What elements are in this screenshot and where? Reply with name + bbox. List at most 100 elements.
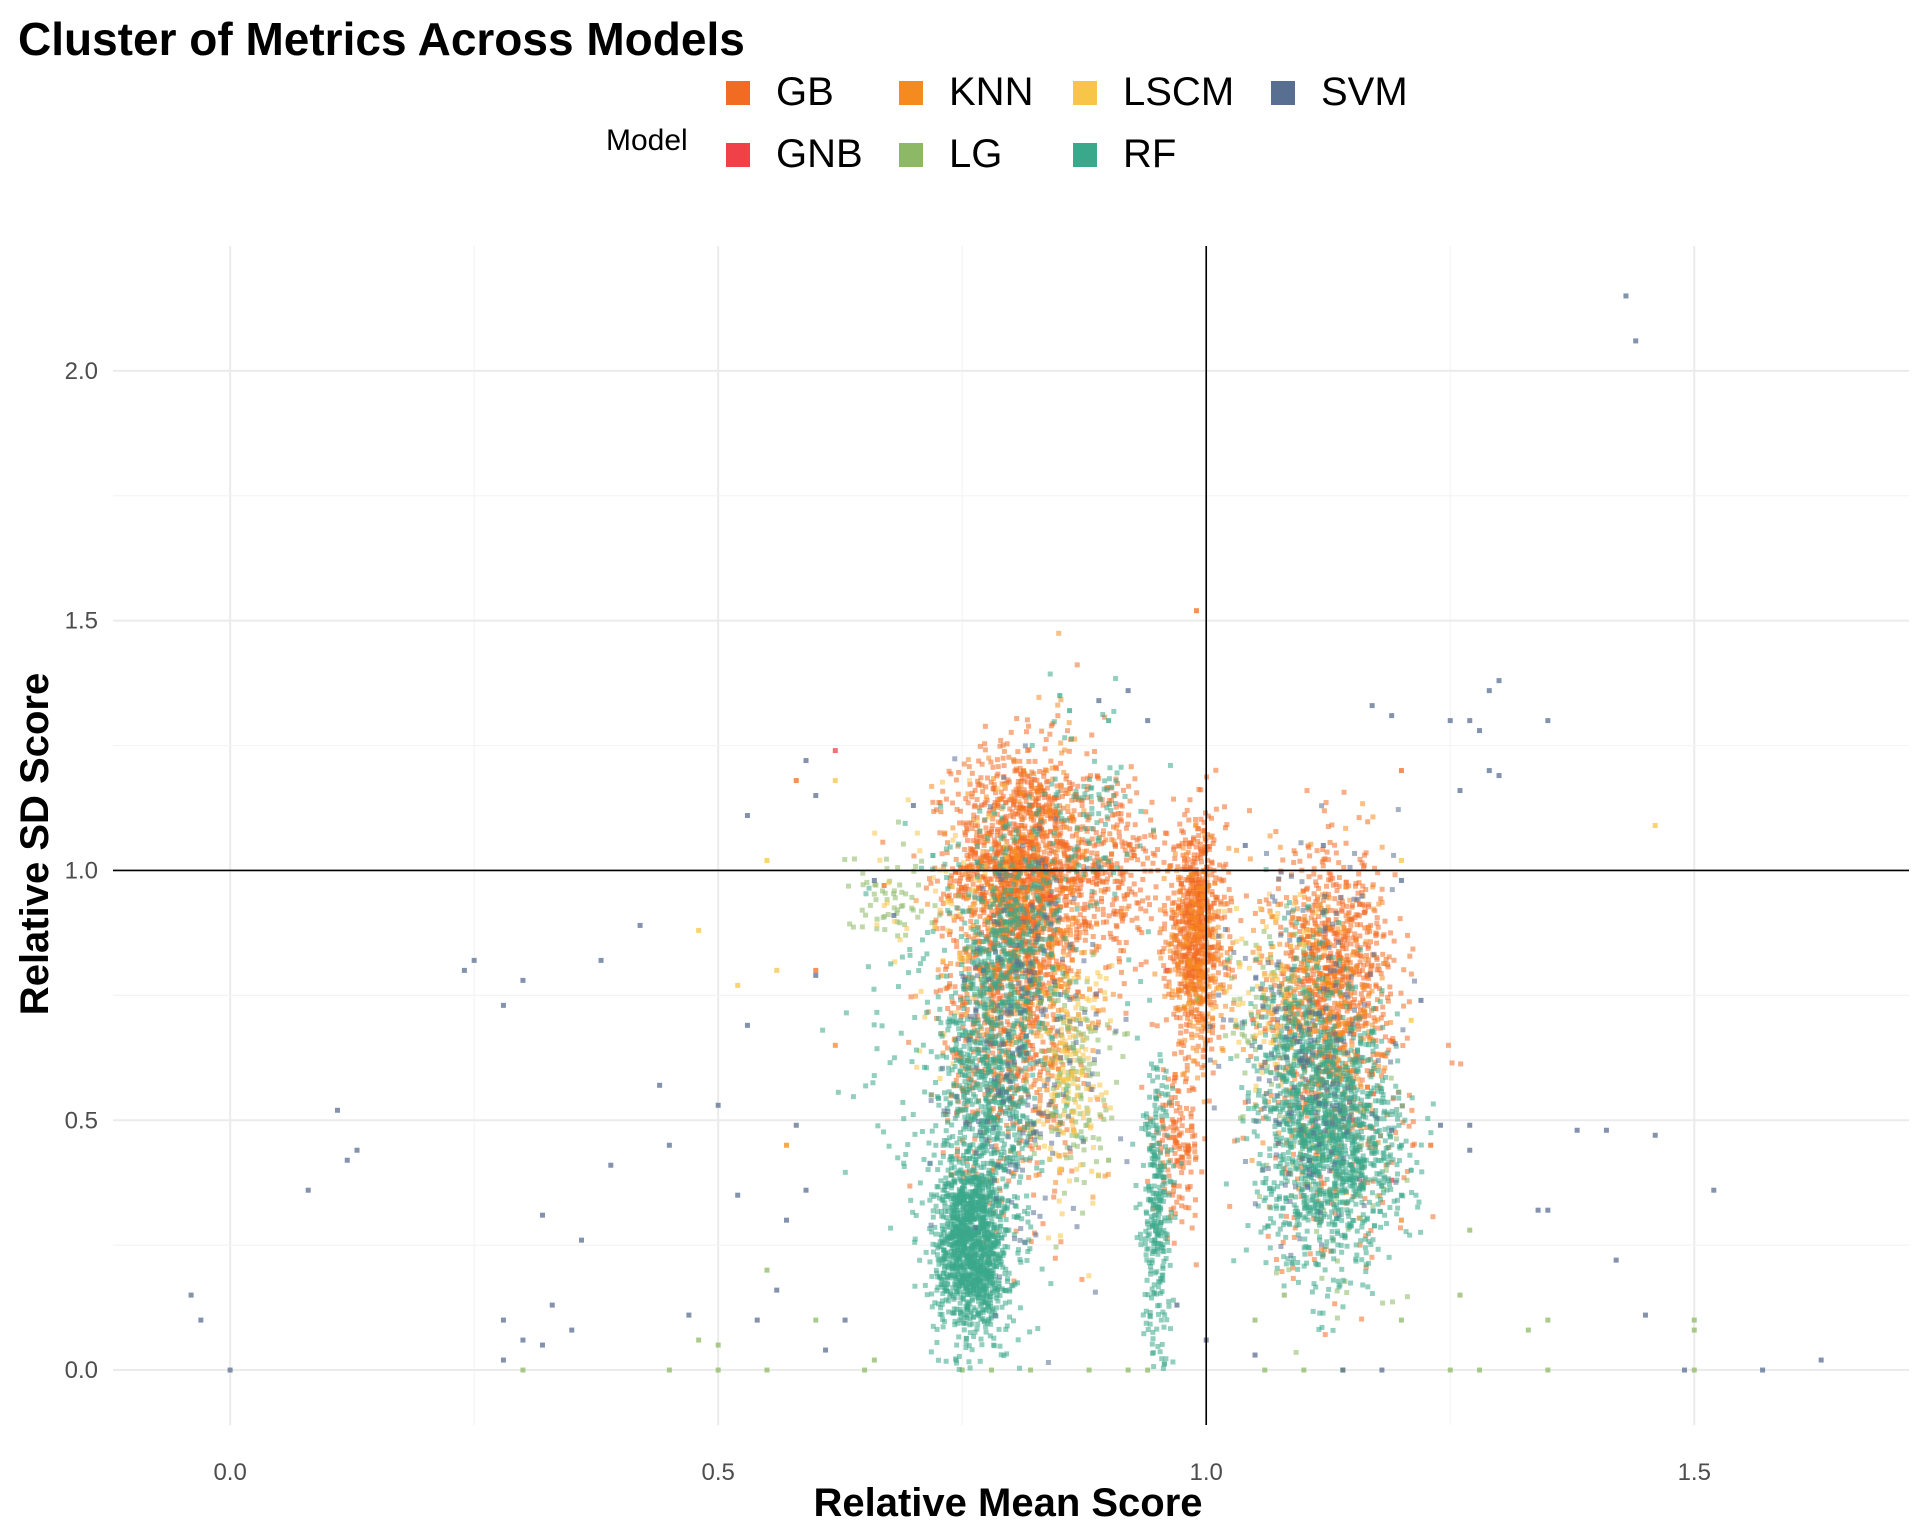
point-gb [1186,918,1192,924]
point-knn [1052,970,1058,976]
point-gb [1140,898,1146,904]
point-knn [913,898,919,904]
point-gb [1170,1128,1176,1134]
point-gb [1380,1199,1386,1205]
point-gb [1017,801,1023,807]
point-gb [1069,781,1075,787]
point-gb [1210,1030,1216,1036]
point-knn [1054,962,1060,968]
point-gb [1008,813,1014,819]
point-gb [1094,881,1100,887]
point-gb [1116,940,1122,946]
point-gb [988,1084,994,1090]
point-knn [1336,1002,1342,1008]
point-gb [1181,925,1187,931]
point-gb [1356,971,1362,977]
point-gb [1067,786,1073,792]
legend-label-lscm: LSCM [1123,70,1235,114]
point-gb [1002,800,1008,806]
point-gb [1052,810,1058,816]
point-gb [942,1040,948,1046]
point-gb [1370,1091,1376,1097]
point-gb [1003,818,1009,824]
point-knn [1090,1048,1096,1054]
point-gb [984,849,990,855]
point-gb [1129,889,1135,895]
point-gb [987,940,993,946]
point-gb [1182,1011,1188,1017]
point-knn [1251,927,1257,933]
point-knn [1051,1017,1057,1023]
point-gb [1060,805,1066,811]
point-gb [1094,873,1100,879]
point-gb [1283,1213,1289,1219]
point-knn [1035,790,1041,796]
point-gb [1186,1023,1192,1029]
point-knn [1081,854,1087,860]
point-gb [1204,1038,1210,1044]
point-gb [1356,880,1362,886]
point-gb [1050,1012,1056,1018]
point-knn [1388,1020,1394,1026]
point-gb [1031,1082,1037,1088]
point-gb [1122,847,1128,853]
point-knn [1059,888,1065,894]
point-gb [1273,1257,1279,1263]
point-gb [1016,786,1022,792]
point-knn [1283,963,1289,969]
point-knn [1029,1002,1035,1008]
point-gb [1182,958,1188,964]
point-gb [1067,1149,1073,1155]
point-gb [995,905,1001,911]
point-gb [1008,729,1014,735]
point-gb [1089,850,1095,856]
point-gb [1324,883,1330,889]
point-gb [1051,1117,1057,1123]
point-gb [1140,846,1146,852]
point-knn [1369,1108,1375,1114]
point-gnb [1389,1177,1395,1183]
point-gb [1177,821,1183,827]
point-knn [1070,890,1076,896]
point-knn [950,825,956,831]
point-gb [1046,840,1052,846]
point-gb [1357,922,1363,928]
point-gb [974,1035,980,1041]
point-gb [1190,1106,1196,1112]
point-gb [1006,1178,1012,1184]
point-gb [1194,949,1200,955]
point-gb [1358,954,1364,960]
point-gb [957,875,963,881]
point-knn [965,757,971,763]
point-gb [1123,1010,1129,1016]
point-gb [1019,970,1025,976]
point-gb [1337,1045,1343,1051]
point-gb [1400,1043,1406,1049]
point-gb [1054,766,1060,772]
point-knn [1050,1046,1056,1052]
point-gb [1036,795,1042,801]
point-knn [1275,901,1281,907]
point-gb [1022,878,1028,884]
point-gb [1030,811,1036,817]
point-gb [971,812,977,818]
point-gb [1339,898,1345,904]
point-gb [985,898,991,904]
point-gb [1379,886,1385,892]
point-gb [1210,900,1216,906]
point-gb [1339,1004,1345,1010]
point-gb [1297,858,1303,864]
point-gb [1119,905,1125,911]
point-gb [1042,808,1048,814]
point-gb [990,764,996,770]
point-gb [1015,984,1021,990]
point-knn [1064,930,1070,936]
point-gb [998,789,1004,795]
point-gb [998,924,1004,930]
point-gb [1389,1159,1395,1165]
point-gb [1356,815,1362,821]
point-gb [1318,1184,1324,1190]
point-gb [1009,906,1015,912]
point-gb [1318,906,1324,912]
point-gb [963,796,969,802]
